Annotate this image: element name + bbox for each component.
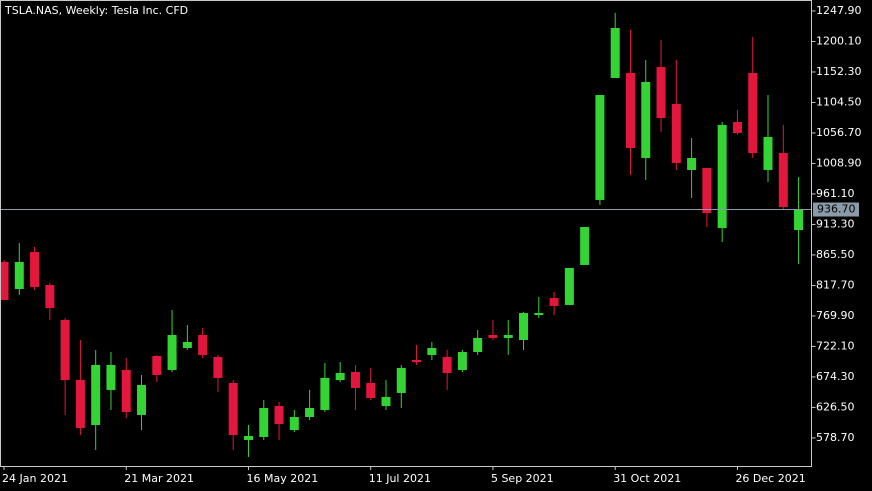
- plot-area: [0, 12, 811, 458]
- candle-body: [75, 379, 85, 428]
- candle-body: [519, 313, 529, 340]
- y-tick-label: 578.70: [816, 431, 855, 444]
- y-tick-label: 722.10: [816, 339, 855, 352]
- candle-body: [427, 347, 437, 355]
- candle-body: [778, 152, 788, 207]
- y-tick-label: 1152.30: [816, 65, 862, 78]
- candle-body: [442, 356, 452, 373]
- candle-body: [641, 81, 651, 158]
- x-tick-label: 11 Jul 2021: [369, 472, 431, 485]
- y-tick-label: 913.30: [816, 217, 855, 230]
- candle-body: [473, 337, 483, 352]
- x-tick-label: 26 Dec 2021: [735, 472, 805, 485]
- x-tick-label: 16 May 2021: [246, 472, 318, 485]
- y-tick-label: 1104.50: [816, 95, 862, 108]
- candle-body: [381, 396, 391, 406]
- current-price-label: 936.70: [817, 203, 856, 216]
- candle-body: [289, 417, 299, 431]
- candle-body: [702, 167, 712, 213]
- candle-body: [534, 313, 544, 315]
- candle-body: [396, 367, 406, 393]
- candle-body: [0, 261, 9, 300]
- candle-body: [656, 66, 666, 118]
- candle-body: [167, 335, 177, 370]
- x-tick-label: 24 Jan 2021: [2, 472, 68, 485]
- candle-body: [457, 351, 467, 370]
- candle-body: [625, 72, 635, 148]
- candle-body: [45, 284, 55, 308]
- candle-body: [748, 72, 758, 153]
- plot-frame: [0, 0, 812, 467]
- candle-body: [14, 261, 24, 290]
- candle-body: [412, 359, 422, 363]
- y-tick-label: 817.70: [816, 278, 855, 291]
- x-tick-label: 5 Sep 2021: [491, 472, 554, 485]
- candle-body: [335, 372, 345, 380]
- candle-body: [228, 382, 238, 435]
- candle-body: [350, 371, 360, 388]
- x-tick-label: 31 Oct 2021: [613, 472, 681, 485]
- candle-body: [274, 405, 284, 424]
- candle-body: [763, 136, 773, 170]
- candle-body: [182, 341, 192, 348]
- candle-body: [198, 335, 208, 355]
- candle-body: [320, 377, 330, 410]
- candle-body: [580, 227, 590, 265]
- y-tick-label: 865.50: [816, 248, 855, 261]
- candle-body: [213, 356, 223, 378]
- candle-body: [121, 369, 131, 412]
- candle-body: [91, 365, 101, 425]
- y-tick-label: 1247.90: [816, 4, 862, 17]
- y-tick-label: 1008.90: [816, 156, 862, 169]
- y-tick-label: 769.90: [816, 309, 855, 322]
- y-tick-label: 1200.10: [816, 34, 862, 47]
- chart-title: TSLA.NAS, Weekly: Tesla Inc. CFD: [4, 4, 188, 17]
- candle-body: [305, 408, 315, 418]
- candle-body: [60, 319, 70, 380]
- y-tick-label: 1056.70: [816, 126, 862, 139]
- candle-body: [366, 382, 376, 398]
- y-tick-label: 674.30: [816, 370, 855, 383]
- candle-body: [717, 124, 727, 228]
- x-tick-label: 21 Mar 2021: [124, 472, 194, 485]
- candle-body: [259, 408, 269, 437]
- candle-body: [503, 335, 513, 338]
- candle-body: [243, 436, 253, 440]
- candle-body: [564, 267, 574, 305]
- candle-body: [488, 335, 498, 338]
- candle-body: [687, 157, 697, 170]
- candle-body: [671, 103, 681, 164]
- candle-body: [549, 298, 559, 306]
- current-price-box: [813, 202, 859, 217]
- candle-body: [152, 356, 162, 375]
- candle-body: [137, 384, 147, 415]
- candle-body: [106, 365, 116, 390]
- y-tick-label: 626.50: [816, 400, 855, 413]
- y-tick-label: 961.10: [816, 187, 855, 200]
- candle-body: [794, 209, 804, 231]
- candle-body: [595, 94, 605, 200]
- candle-body: [30, 252, 40, 287]
- candle-body: [732, 121, 742, 133]
- candle-body: [610, 28, 620, 78]
